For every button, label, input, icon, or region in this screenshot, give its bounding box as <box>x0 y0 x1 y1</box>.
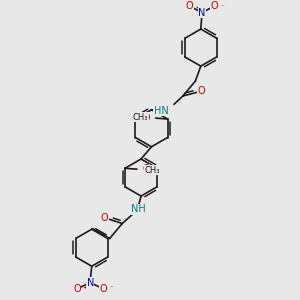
Text: CH₃: CH₃ <box>133 113 148 122</box>
Text: ⁻: ⁻ <box>110 285 114 291</box>
Text: O: O <box>142 113 150 123</box>
Text: HN: HN <box>154 106 169 116</box>
Text: O: O <box>100 284 107 294</box>
Text: ⁻: ⁻ <box>221 4 225 10</box>
Text: O: O <box>211 1 218 11</box>
Text: O: O <box>198 86 205 96</box>
Text: NH: NH <box>131 204 146 214</box>
Text: O: O <box>142 164 150 175</box>
Text: O: O <box>73 284 81 294</box>
Text: CH₃: CH₃ <box>145 166 160 175</box>
Text: O: O <box>186 1 193 11</box>
Text: N: N <box>198 8 206 18</box>
Text: O: O <box>100 213 108 223</box>
Text: N: N <box>87 278 94 288</box>
